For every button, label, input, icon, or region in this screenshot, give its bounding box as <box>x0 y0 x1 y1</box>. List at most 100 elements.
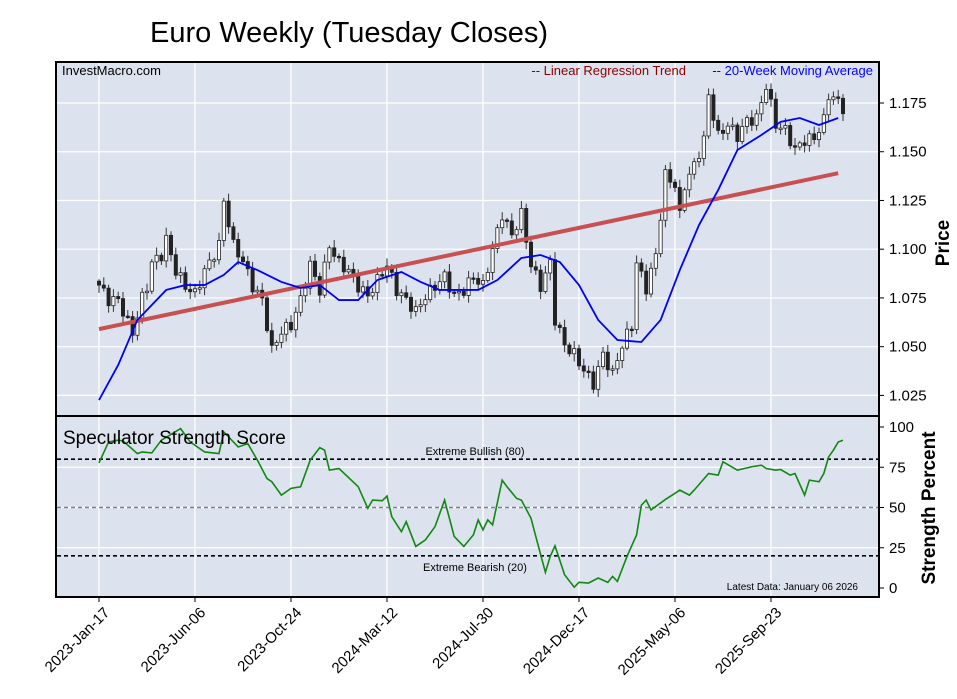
watermark: InvestMacro.com <box>62 63 161 78</box>
candle-body <box>639 262 644 272</box>
candle-body <box>236 239 241 258</box>
candle-body <box>783 125 788 129</box>
candle-body <box>125 315 130 319</box>
candle-body <box>226 200 231 228</box>
candle-body <box>284 321 289 335</box>
candle-body <box>149 261 154 292</box>
x-tick-label: 2025-May-06 <box>615 604 690 679</box>
strength-tick-label: 50 <box>889 500 906 517</box>
strength-title: Speculator Strength Score <box>63 428 286 449</box>
candle-body <box>207 259 212 270</box>
candle-body <box>759 102 764 115</box>
strength-tick-label: 100 <box>889 419 914 436</box>
candle-body <box>577 348 582 367</box>
candle-body <box>509 220 514 236</box>
candle-body <box>769 89 774 100</box>
reference-line-label: Extreme Bearish (20) <box>423 562 527 574</box>
candle-body <box>668 169 673 183</box>
candle-body <box>116 296 121 299</box>
candle-body <box>192 288 197 293</box>
candle-body <box>562 327 567 346</box>
candle-body <box>601 351 606 367</box>
candle-body <box>831 96 836 101</box>
candle-body <box>183 272 188 290</box>
candle-body <box>336 255 341 259</box>
candle-body <box>279 333 284 343</box>
x-tick-label: 2024-Mar-12 <box>328 604 401 677</box>
candle-body <box>658 219 663 255</box>
x-tick-label: 2025-Sep-23 <box>712 604 785 677</box>
candle-body <box>504 219 509 222</box>
strength-tick-label: 25 <box>889 540 906 557</box>
candle-body <box>778 127 783 130</box>
candle-body <box>529 241 534 268</box>
candle-body <box>135 317 140 336</box>
x-tick-label: 2024-Dec-17 <box>520 604 593 677</box>
candle-body <box>533 266 538 271</box>
candle-body <box>500 219 505 229</box>
strength-tick-label: 75 <box>889 459 906 476</box>
x-tick-label: 2023-Jan-17 <box>42 604 114 676</box>
candle-body <box>745 117 750 127</box>
candle-body <box>817 132 822 141</box>
candle-body <box>716 119 721 131</box>
candle-body <box>380 274 385 277</box>
candle-body <box>653 253 658 269</box>
candle-body <box>548 259 553 274</box>
candle-body <box>231 226 236 240</box>
candle-body <box>144 290 149 294</box>
candle-body <box>408 296 413 312</box>
candle-body <box>553 259 558 326</box>
candle-body <box>615 360 620 370</box>
candle-body <box>807 133 812 146</box>
candle-body <box>682 189 687 211</box>
candle-body <box>524 208 529 243</box>
candle-body <box>188 288 193 293</box>
candle-body <box>164 234 169 262</box>
candle-body <box>485 272 490 281</box>
candle-body <box>610 368 615 371</box>
candle-body <box>423 299 428 306</box>
strength-panel-border <box>55 415 880 598</box>
candle-body <box>826 99 831 116</box>
candle-body <box>634 262 639 330</box>
candle-body <box>97 280 102 286</box>
candle-body <box>346 268 351 273</box>
candle-body <box>663 169 668 221</box>
x-tick-label: 2024-Jul-30 <box>429 604 497 672</box>
candle-body <box>725 125 730 134</box>
candle-body <box>212 259 217 262</box>
candle-body <box>111 296 116 307</box>
candle-body <box>168 234 173 256</box>
candle-body <box>591 371 596 390</box>
candle-body <box>812 133 817 141</box>
candle-body <box>240 256 245 262</box>
candle-body <box>293 311 298 331</box>
candle-body <box>543 272 548 292</box>
candle-body <box>476 277 481 285</box>
candle-body <box>101 284 106 289</box>
latest-data-note: Latest Data: January 06 2026 <box>727 582 859 593</box>
candle-body <box>322 261 327 296</box>
candle-body <box>538 269 543 292</box>
candle-body <box>701 135 706 159</box>
x-tick-label: 2023-Oct-24 <box>234 604 305 675</box>
price-tick-label: 1.075 <box>889 290 927 307</box>
candle-body <box>735 124 740 142</box>
candle-body <box>730 124 735 127</box>
x-tick-label: 2023-Jun-06 <box>138 604 210 676</box>
candle-body <box>788 125 793 147</box>
legend-regression: -- Linear Regression Trend <box>531 63 686 78</box>
candle-body <box>629 328 634 332</box>
candle-body <box>754 113 759 126</box>
candle-body <box>625 328 630 349</box>
candle-body <box>711 94 716 121</box>
candle-body <box>471 277 476 280</box>
candle-body <box>581 365 586 372</box>
candle-body <box>802 142 807 146</box>
candle-body <box>356 274 361 293</box>
candle-body <box>514 229 519 236</box>
candle-body <box>687 173 692 191</box>
price-tick-label: 1.100 <box>889 241 927 258</box>
candle-body <box>452 291 457 294</box>
